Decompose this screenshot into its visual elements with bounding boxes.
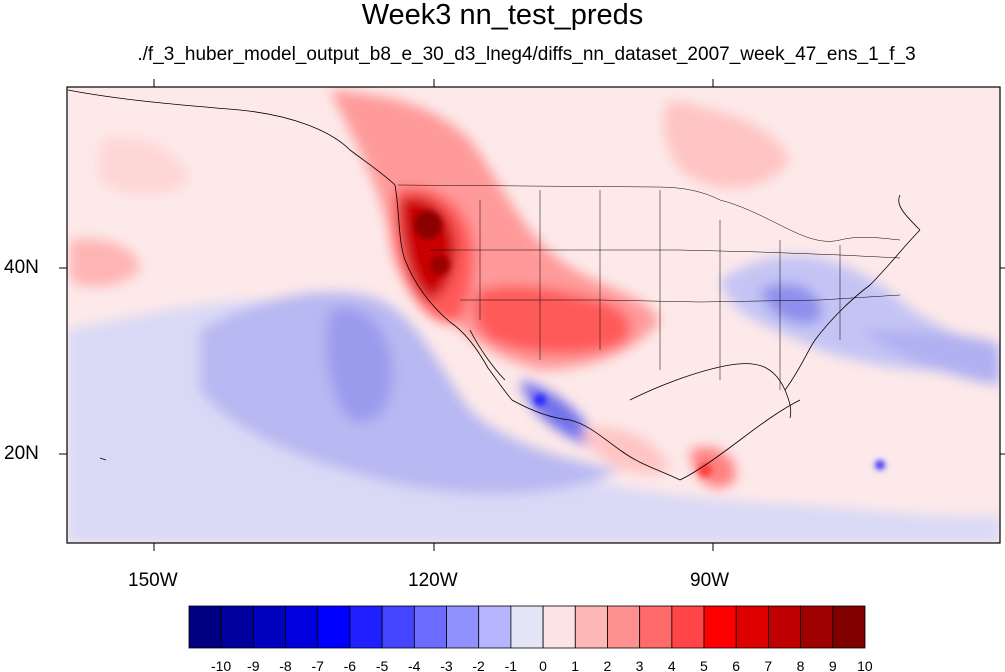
colorbar-swatch bbox=[703, 605, 737, 649]
colorbar-swatch bbox=[285, 605, 319, 649]
colorbar-swatch bbox=[446, 605, 480, 649]
colorbar-swatch bbox=[349, 605, 383, 649]
colorbar-swatch bbox=[188, 605, 222, 649]
colorbar-swatch bbox=[542, 605, 576, 649]
lat-tick-20n: 20N bbox=[4, 443, 39, 464]
colorbar-label: -9 bbox=[247, 658, 260, 672]
map-ticks bbox=[59, 79, 1005, 551]
map-frame bbox=[66, 86, 1001, 544]
colorbar-swatch bbox=[671, 605, 705, 649]
colorbar-swatch bbox=[381, 605, 415, 649]
lon-tick-150w: 150W bbox=[128, 570, 178, 591]
colorbar-label: -6 bbox=[344, 658, 357, 672]
colorbar-swatch bbox=[413, 605, 447, 649]
colorbar-label: -8 bbox=[279, 658, 292, 672]
chart-subtitle: ./f_3_huber_model_output_b8_e_30_d3_lneg… bbox=[137, 44, 916, 65]
coastlines bbox=[67, 89, 921, 481]
lon-tick-90w: 90W bbox=[690, 570, 730, 591]
colorbar-label: -7 bbox=[311, 658, 324, 672]
colorbar-label: 6 bbox=[732, 658, 740, 672]
colorbar-label: 4 bbox=[668, 658, 676, 672]
colorbar-label: -4 bbox=[408, 658, 421, 672]
colorbar-swatch bbox=[800, 605, 834, 649]
colorbar-label: 9 bbox=[829, 658, 837, 672]
colorbar-swatch bbox=[607, 605, 641, 649]
colorbar-label: -2 bbox=[472, 658, 485, 672]
colorbar-label: 1 bbox=[571, 658, 579, 672]
colorbar-label: 5 bbox=[700, 658, 708, 672]
colorbar-swatch bbox=[735, 605, 769, 649]
colorbar-swatch bbox=[639, 605, 673, 649]
colorbar-label: -5 bbox=[376, 658, 389, 672]
colorbar-label: 3 bbox=[636, 658, 644, 672]
colorbar-swatch bbox=[478, 605, 512, 649]
colorbar-label: 10 bbox=[857, 658, 873, 672]
colorbar-label: 7 bbox=[764, 658, 772, 672]
colorbar-label: 0 bbox=[539, 658, 547, 672]
colorbar-swatch bbox=[574, 605, 608, 649]
colorbar: -10 -9 -8 -7 -6 -5 -4 -3 -2 -1 0 1 2 3 4 5 6 7 8 9 10 bbox=[188, 605, 873, 672]
lat-tick-40n: 40N bbox=[4, 257, 39, 278]
colorbar-label: -10 bbox=[211, 658, 231, 672]
colorbar-label: 8 bbox=[797, 658, 805, 672]
chart-title: Week3 nn_test_preds bbox=[361, 0, 644, 31]
colorbar-swatch bbox=[510, 605, 544, 649]
anomaly-peaks bbox=[414, 211, 885, 477]
lon-tick-120w: 120W bbox=[408, 570, 458, 591]
anomaly-shading bbox=[67, 90, 1000, 543]
colorbar-swatch bbox=[317, 605, 351, 649]
state-borders bbox=[397, 184, 901, 390]
colorbar-swatch bbox=[220, 605, 254, 649]
colorbar-label: -3 bbox=[440, 658, 453, 672]
colorbar-swatch bbox=[832, 605, 866, 649]
colorbar-label: -1 bbox=[505, 658, 518, 672]
colorbar-swatch bbox=[768, 605, 802, 649]
colorbar-swatch bbox=[252, 605, 286, 649]
map-field bbox=[67, 87, 1000, 543]
colorbar-label: 2 bbox=[603, 658, 611, 672]
